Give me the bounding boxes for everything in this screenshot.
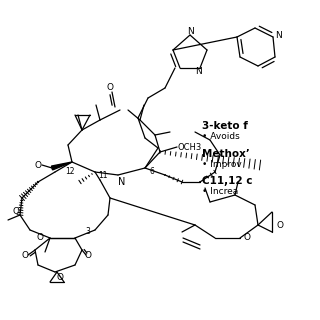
Text: 12: 12 [65,167,75,177]
Text: O: O [244,234,251,243]
Text: O: O [12,207,20,217]
Text: N: N [275,30,281,39]
Text: • Avoids: • Avoids [202,132,239,141]
Text: N: N [187,27,193,36]
Text: 6: 6 [149,167,155,177]
Text: • Increa: • Increa [202,187,238,196]
Text: N: N [196,67,202,76]
Text: N: N [118,177,126,187]
Text: OCH3: OCH3 [178,142,202,151]
Text: O: O [36,234,44,243]
Text: 11: 11 [98,171,108,180]
Text: O: O [57,274,63,283]
Text: O: O [276,220,284,229]
Text: 3-keto f: 3-keto f [202,121,247,132]
Text: 3: 3 [85,228,91,236]
Text: O: O [107,83,114,92]
Text: O: O [21,251,28,260]
Text: • Improv: • Improv [202,160,241,169]
Text: O: O [84,251,92,260]
Polygon shape [52,162,72,170]
Text: O: O [35,161,42,170]
Text: C11,12 c: C11,12 c [202,176,252,186]
Text: Methox’: Methox’ [202,148,249,159]
